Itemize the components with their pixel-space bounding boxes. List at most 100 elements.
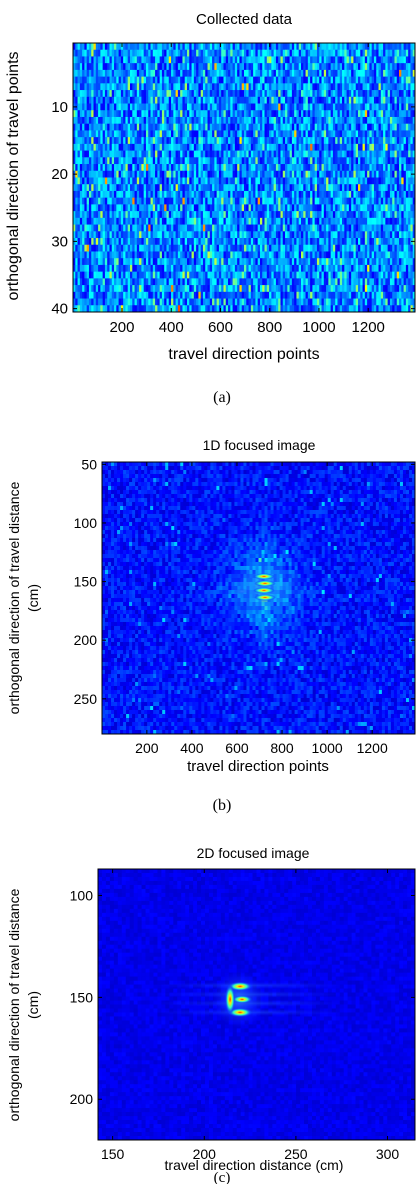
heatmap-cell — [241, 244, 245, 252]
heatmap-cell — [127, 43, 131, 51]
heatmap-cell — [79, 244, 83, 252]
heatmap-cell — [114, 137, 117, 145]
heatmap-cell — [102, 258, 106, 266]
heatmap-cell — [230, 56, 233, 64]
heatmap-cell — [367, 157, 370, 165]
heatmap-cell — [168, 264, 172, 272]
heatmap-cell — [161, 184, 165, 192]
heatmap-cell — [319, 231, 322, 239]
heatmap-cell — [335, 217, 338, 225]
heatmap-cell — [234, 231, 238, 239]
heatmap-cell — [148, 69, 151, 77]
heatmap-cell — [403, 137, 407, 145]
heatmap-cell — [307, 96, 311, 104]
heatmap-cell — [187, 83, 190, 91]
heatmap-cell — [385, 157, 389, 165]
heatmap-cell — [405, 170, 409, 178]
heatmap-cell — [337, 130, 341, 138]
heatmap-cell — [307, 224, 311, 232]
heatmap-cell — [157, 116, 161, 124]
heatmap-cell — [291, 110, 295, 118]
heatmap-cell — [241, 150, 245, 158]
heatmap-cell — [319, 137, 322, 145]
heatmap-cell — [360, 69, 363, 77]
heatmap-cell — [298, 164, 302, 172]
heatmap-cell — [305, 157, 309, 165]
heatmap-cell — [164, 143, 167, 151]
heatmap-cell — [200, 238, 204, 246]
heatmap-cell — [232, 197, 236, 205]
heatmap-cell — [84, 116, 88, 124]
heatmap-cell — [157, 231, 161, 239]
heatmap-cell — [246, 56, 249, 64]
heatmap-cell — [77, 76, 81, 84]
heatmap-cell — [143, 130, 147, 138]
heatmap-cell — [221, 211, 224, 219]
heatmap-cell — [93, 56, 97, 64]
heatmap-cell — [221, 190, 224, 198]
heatmap-cell — [296, 56, 300, 64]
heatmap-cell — [91, 76, 94, 84]
heatmap-cell — [205, 238, 208, 246]
heatmap-cell — [389, 96, 393, 104]
heatmap-cell — [355, 69, 359, 77]
heatmap-cell — [371, 211, 375, 219]
heatmap-cell — [303, 197, 306, 205]
heatmap-cell — [161, 231, 165, 239]
heatmap-cell — [259, 90, 263, 98]
heatmap-cell — [285, 177, 288, 185]
heatmap-cell — [161, 264, 165, 272]
heatmap-cell — [369, 130, 373, 138]
heatmap-cell — [189, 43, 192, 51]
heatmap-cell — [275, 258, 279, 266]
heatmap-cell — [392, 150, 395, 158]
heatmap-cell — [173, 251, 176, 259]
heatmap-cell — [123, 83, 126, 91]
heatmap-cell — [166, 251, 170, 259]
heatmap-cell — [237, 49, 240, 57]
heatmap-cell — [145, 197, 149, 205]
heatmap-cell — [109, 63, 113, 71]
heatmap-cell — [294, 251, 297, 259]
heatmap-cell — [335, 150, 338, 158]
heatmap-cell — [289, 204, 293, 212]
heatmap-cell — [316, 170, 320, 178]
heatmap-cell — [255, 211, 259, 219]
heatmap-cell — [132, 116, 135, 124]
heatmap-cell — [216, 150, 220, 158]
heatmap-cell — [371, 170, 375, 178]
heatmap-cell — [303, 258, 306, 266]
heatmap-cell — [180, 103, 183, 111]
heatmap-cell — [184, 204, 188, 212]
heatmap-cell — [109, 83, 113, 91]
heatmap-cell — [100, 150, 104, 158]
heatmap-cell — [367, 69, 370, 77]
heatmap-cell — [291, 56, 295, 64]
heatmap-cell — [307, 217, 311, 225]
heatmap-cell — [323, 56, 327, 64]
heatmap-cell — [346, 170, 350, 178]
heatmap-cell — [221, 63, 224, 71]
heatmap-cell — [100, 49, 104, 57]
heatmap-cell — [182, 244, 186, 252]
heatmap-cell — [273, 103, 277, 111]
heatmap-cell — [79, 224, 83, 232]
heatmap-cell — [166, 103, 170, 111]
heatmap-cell — [234, 251, 238, 259]
heatmap-cell — [209, 90, 213, 98]
heatmap-cell — [328, 137, 332, 145]
heatmap-cell — [367, 150, 370, 158]
heatmap-cell — [73, 130, 76, 138]
heatmap-cell — [259, 56, 263, 64]
heatmap-cell — [305, 90, 309, 98]
heatmap-cell — [82, 90, 85, 98]
heatmap-cell — [123, 56, 126, 64]
heatmap-cell — [175, 56, 179, 64]
heatmap-cell — [193, 251, 197, 259]
heatmap-cell — [214, 150, 218, 158]
heatmap-cell — [161, 130, 165, 138]
heatmap-cell — [141, 244, 145, 252]
heatmap-cell — [342, 63, 345, 71]
heatmap-cell — [346, 217, 350, 225]
heatmap-cell — [376, 170, 379, 178]
